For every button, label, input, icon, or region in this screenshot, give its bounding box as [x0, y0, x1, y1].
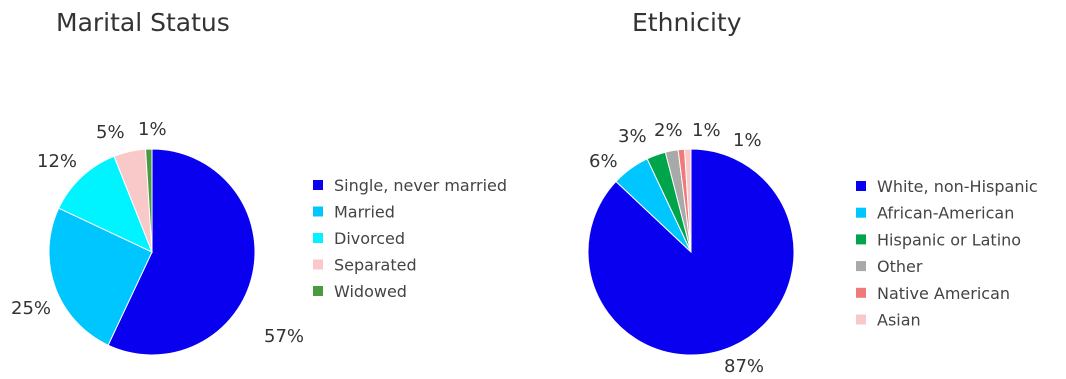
legend-item-hispanic-or-latino: Hispanic or Latino — [856, 230, 1021, 249]
legend-label-other: Other — [877, 257, 923, 276]
legend-swatch-hispanic-or-latino — [856, 234, 866, 245]
legend-swatch-separated — [313, 259, 323, 270]
marital-status-legend: Single, never married Married Divorced Sepa… — [313, 176, 507, 301]
pie-slice-single-never-married — [107, 148, 256, 356]
legend-label-asian: Asian — [877, 311, 921, 330]
legend-swatch-native-american — [856, 287, 866, 298]
marital-status-percent-labels: 57% 25% 12% 5% 1% — [11, 119, 304, 347]
percent-label-hispanic-or-latino: 3% — [618, 126, 647, 147]
legend-swatch-asian — [856, 314, 866, 325]
ethnicity-chart: Ethnicity 87% 6%3% 2% 1% 1% White, non-Hispa… — [587, 8, 1038, 377]
pie-slice-married — [48, 207, 153, 346]
legend-label-married: Married — [334, 203, 395, 222]
legend-item-divorced: Divorced — [313, 229, 405, 248]
legend-label-hispanic-or-latino: Hispanic or Latino — [877, 230, 1021, 249]
ethnicity-percent-labels: 87% 6%3% 2% 1% 1% — [589, 120, 764, 377]
legend-swatch-white-non-hispanic — [856, 181, 866, 191]
legend-item-separated: Separated — [313, 256, 417, 275]
legend-item-other: Other — [856, 257, 923, 276]
legend-item-native-american: Native American — [856, 284, 1010, 303]
legend-item-asian: Asian — [856, 311, 921, 330]
legend-label-divorced: Divorced — [334, 229, 405, 248]
legend-item-widowed: Widowed — [313, 282, 407, 301]
percent-label-widowed: 1% — [138, 119, 167, 140]
legend-item-married: Married — [313, 203, 395, 222]
ethnicity-title: Ethnicity — [632, 8, 742, 37]
marital-status-chart: Marital Status 57% 25% 12% 5% 1% Single, nev… — [11, 8, 507, 356]
legend-item-white-non-hispanic: White, non-Hispanic — [856, 177, 1038, 196]
pie-slice-widowed — [144, 148, 153, 253]
ethnicity-legend: White, non-Hispanic African-American Hispa… — [856, 177, 1038, 330]
legend-label-widowed: Widowed — [334, 282, 407, 301]
percent-label-african-american: 6% — [589, 151, 618, 172]
legend-label-african-american: African-American — [877, 204, 1014, 223]
percent-label-native-american: 1% — [692, 120, 721, 141]
percent-label-divorced: 12% — [37, 151, 77, 172]
percent-label-married: 25% — [11, 298, 51, 319]
percent-label-separated: 5% — [96, 122, 125, 143]
pie-slice-divorced — [58, 155, 153, 253]
legend-swatch-single-never-married — [313, 180, 323, 190]
percent-label-other: 2% — [654, 120, 683, 141]
legend-label-single-never-married: Single, never married — [334, 176, 507, 195]
marital-status-pie — [48, 148, 256, 356]
legend-swatch-other — [856, 261, 866, 272]
pie-slice-asian — [683, 148, 692, 253]
legend-label-white-non-hispanic: White, non-Hispanic — [877, 177, 1038, 196]
legend-swatch-married — [313, 206, 323, 217]
legend-swatch-african-american — [856, 207, 866, 218]
legend-swatch-widowed — [313, 286, 323, 296]
legend-label-native-american: Native American — [877, 284, 1010, 303]
legend-label-separated: Separated — [334, 256, 417, 275]
legend-swatch-divorced — [313, 233, 323, 243]
percent-label-asian: 1% — [733, 130, 762, 151]
legend-item-single-never-married: Single, never married — [313, 176, 507, 195]
percent-label-white-non-hispanic: 87% — [724, 356, 764, 377]
marital-status-title: Marital Status — [56, 8, 230, 37]
ethnicity-pie — [587, 148, 795, 356]
legend-item-african-american: African-American — [856, 204, 1014, 223]
percent-label-single-never-married: 57% — [264, 326, 304, 347]
